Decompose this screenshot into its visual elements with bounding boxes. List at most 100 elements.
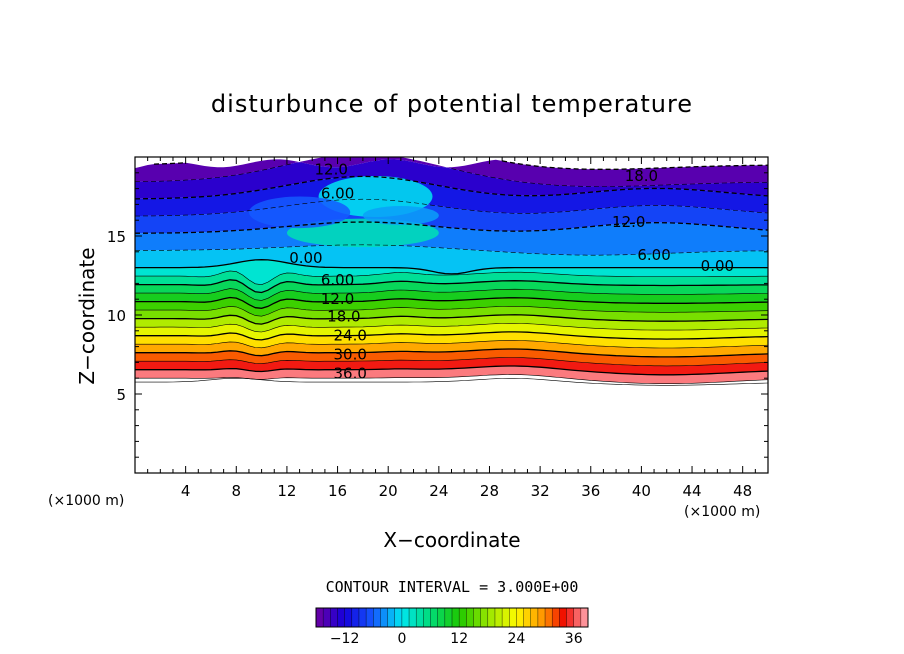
x-tick-label: 40 (632, 482, 651, 500)
color-band (135, 176, 768, 217)
contour-label: 6.00 (321, 184, 354, 202)
color-band (135, 279, 768, 301)
colorbar-cell (537, 608, 546, 627)
x-tick-label: 4 (181, 482, 191, 500)
colorbar-cell (358, 608, 367, 627)
colorbar-tick-label: 36 (565, 631, 583, 647)
contour-line (135, 365, 768, 376)
colorbar-cell (566, 608, 574, 627)
colorbar-tick-label: −12 (330, 631, 360, 647)
contour-line (135, 323, 768, 333)
color-band (135, 323, 768, 340)
colorbar-cell (387, 608, 396, 627)
color-band (135, 349, 768, 366)
colorbar-cell (401, 608, 410, 627)
color-band (362, 205, 439, 225)
colorbar-cell (523, 608, 532, 627)
x-tick-label: 8 (232, 482, 242, 500)
contour-line (135, 175, 768, 200)
colorbar-cell (480, 608, 489, 627)
x-tick-label: 20 (379, 482, 398, 500)
x-tick-label: 16 (328, 482, 347, 500)
colorbar-cell (559, 608, 567, 627)
contour-label: 6.00 (637, 246, 670, 264)
contour-labels: 12.06.0018.012.06.000.000.006.0012.018.0… (289, 161, 734, 383)
contour-line (135, 163, 768, 187)
colorbar-cell (373, 608, 381, 627)
color-band (135, 340, 768, 357)
contour-line (135, 198, 768, 217)
colorbar-cell (580, 608, 589, 627)
contour-line (135, 314, 768, 325)
colorbar-cell (573, 608, 582, 627)
contour-label: 36.0 (334, 364, 367, 382)
color-band (135, 157, 768, 187)
contour-line (135, 221, 768, 234)
contour-lines (135, 160, 768, 386)
color-band (135, 297, 768, 317)
x-tick-label: 12 (277, 482, 296, 500)
colorbar-cell (409, 608, 417, 627)
y-tick-label: 5 (116, 386, 126, 404)
colorbar-cell (323, 608, 331, 627)
color-band (135, 288, 768, 309)
x-axis-ticks: 4 8 12 16 20 24 28 32 36 40 44 48 (147, 157, 756, 500)
contour-line (135, 377, 768, 386)
colorbar-cell (545, 608, 553, 627)
colorbar-tick-label: 0 (397, 631, 406, 647)
contour-line (135, 348, 768, 358)
colorbar-cell (423, 608, 431, 627)
x-tick-label: 32 (531, 482, 550, 500)
colorbar-cell (494, 608, 503, 627)
x-tick-label: 24 (429, 482, 448, 500)
colorbar-cell (487, 608, 496, 627)
colorbar-cell (552, 608, 560, 627)
colorbar-cell (430, 608, 438, 627)
contour-line (135, 374, 768, 384)
colorbar-tick-labels: −12 0 12 24 36 (330, 631, 583, 647)
x-tick-label: 44 (682, 482, 701, 500)
colorbar-cell (416, 608, 424, 627)
contour-line (135, 340, 768, 349)
contour-label: 0.00 (289, 249, 322, 267)
colorbar-cell (452, 608, 460, 627)
x-tick-label: 48 (733, 482, 752, 500)
contour-line (135, 244, 768, 256)
y-tick-label: 15 (107, 228, 126, 246)
color-band (135, 366, 768, 384)
colorbar-cell (330, 608, 338, 627)
contour-label: 12.0 (321, 290, 354, 308)
contour-label: 6.00 (321, 271, 354, 289)
contour-interval-text: CONTOUR INTERVAL = 3.000E+00 (326, 578, 579, 596)
color-band (135, 159, 768, 199)
colorbar-cell (316, 608, 324, 627)
color-band (135, 357, 768, 375)
contour-line (135, 296, 768, 309)
y-axis-ticks: 5 10 15 (107, 172, 768, 458)
contour-line (135, 306, 768, 317)
contour-line (153, 160, 768, 170)
color-band (248, 196, 351, 229)
colorbar-cell (366, 608, 374, 627)
colorbar-cell (516, 608, 524, 627)
colorbar-cell (459, 608, 467, 627)
contour-line (135, 279, 768, 294)
colorbar-cell (337, 608, 345, 627)
colorbar-cell (380, 608, 388, 627)
colorbar-frame (315, 607, 589, 628)
x-unit-right: (×1000 m) (684, 504, 760, 520)
color-band (135, 331, 768, 348)
colorbar-cell (502, 608, 510, 627)
contour-line (135, 259, 768, 275)
colorbar-tick-label: 12 (450, 631, 468, 647)
color-band (135, 244, 768, 274)
contour-label: 18.0 (625, 167, 658, 185)
contour-label: 0.00 (701, 257, 734, 275)
x-unit-left: (×1000 m) (48, 493, 124, 509)
x-axis-label: X−coordinate (383, 528, 520, 552)
contour-label: 18.0 (327, 308, 360, 326)
color-band (135, 259, 768, 285)
colorbar-cell (351, 608, 360, 627)
colorbar-tick-label: 24 (507, 631, 525, 647)
